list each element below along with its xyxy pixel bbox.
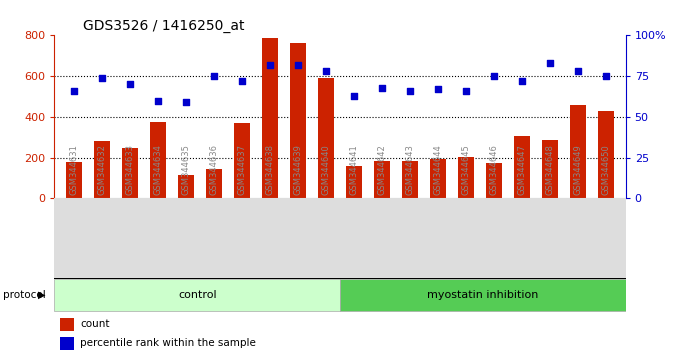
Bar [598,111,615,198]
Point [237,78,248,84]
Bar [458,156,475,198]
Bar [430,159,446,198]
Point [69,88,80,93]
Point [545,60,556,66]
Bar [60,337,74,350]
Point [460,88,471,93]
Text: count: count [80,319,109,329]
Bar [122,148,139,198]
Point [209,73,220,79]
Bar [60,318,74,331]
Point [432,86,443,92]
Text: control: control [178,290,216,300]
Text: myostatin inhibition: myostatin inhibition [427,290,539,300]
Point [377,85,388,90]
Text: percentile rank within the sample: percentile rank within the sample [80,338,256,348]
Bar [262,39,278,198]
Bar [486,162,503,198]
Point [181,99,192,105]
Point [405,88,415,93]
Bar [94,141,110,198]
Bar [513,136,530,198]
Bar [65,161,82,198]
Text: protocol: protocol [3,290,46,300]
Bar [177,175,194,198]
Point [573,68,583,74]
Bar [150,122,167,198]
Bar [318,78,335,198]
Point [152,98,163,103]
Text: ▶: ▶ [38,290,46,300]
Point [320,68,331,74]
Bar [570,105,586,198]
Point [600,73,611,79]
Text: GDS3526 / 1416250_at: GDS3526 / 1416250_at [83,19,245,33]
Bar [402,161,418,198]
Point [124,81,135,87]
Point [349,93,360,98]
Bar [373,161,390,198]
Bar [54,279,340,311]
Bar [205,169,222,198]
Point [517,78,528,84]
Point [488,73,499,79]
Bar [290,42,307,198]
Point [97,75,107,81]
Bar [340,279,626,311]
Point [265,62,275,68]
Bar [345,166,362,198]
Bar [541,140,558,198]
Point [292,62,303,68]
Bar [234,123,250,198]
